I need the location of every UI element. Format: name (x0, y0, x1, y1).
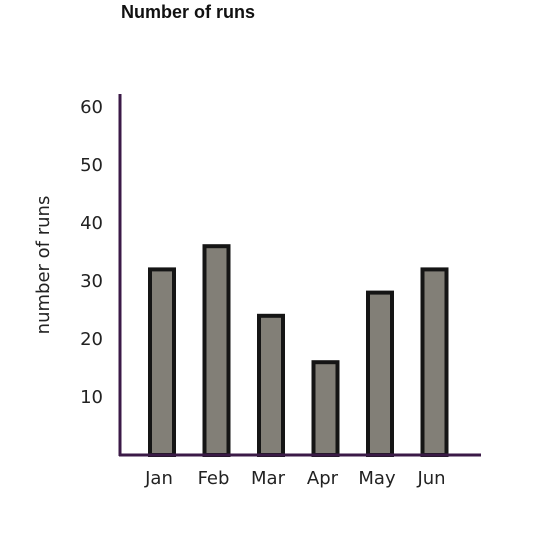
bar-may (366, 290, 394, 457)
bar-feb (202, 244, 231, 457)
y-tick-label-30: 30 (80, 271, 103, 292)
y-tick-label-60: 60 (80, 97, 103, 118)
y-axis-label: number of runs (33, 196, 54, 335)
x-tick-label-apr: Apr (307, 468, 339, 489)
y-tick-label-40: 40 (80, 213, 103, 234)
bar-apr (311, 360, 340, 458)
bar-jan (148, 267, 176, 457)
bar-mar (257, 313, 285, 457)
x-tick-label-mar: Mar (251, 468, 286, 489)
x-tick-label-may: May (358, 468, 396, 489)
y-tick-label-20: 20 (80, 329, 103, 350)
x-tick-label-jan: Jan (144, 468, 173, 489)
x-tick-label-feb: Feb (198, 468, 230, 489)
chart-title: Number of runs (121, 2, 256, 22)
bar-jun (420, 267, 449, 457)
y-tick-label-10: 10 (80, 387, 103, 408)
x-tick-label-jun: Jun (416, 468, 445, 489)
y-tick-label-50: 50 (80, 155, 103, 176)
